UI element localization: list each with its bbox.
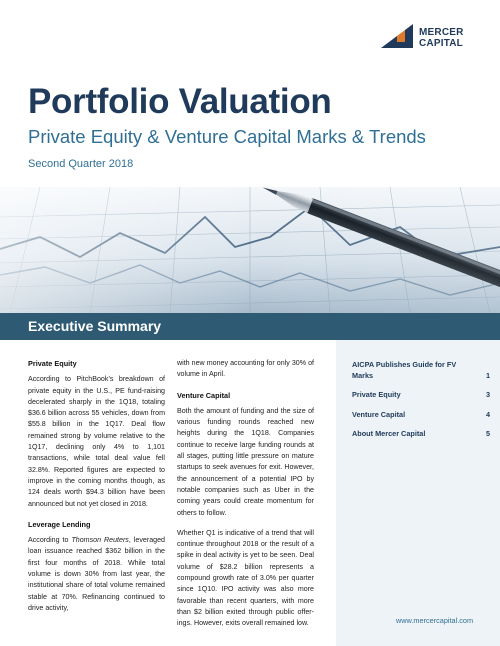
body-column-1: Private Equity According to PitchBook’s … [28,358,165,623]
mercer-capital-logo-mark-icon [381,24,413,48]
mercer-capital-logo[interactable]: MERCER CAPITAL [381,24,491,50]
logo-line-2: CAPITAL [419,38,463,49]
leverage-lending-source: Thomson Reuters [71,536,129,545]
website-link[interactable]: www.mercercapital.com [396,616,474,625]
toc-item-label: About Mercer Capital [352,429,426,438]
venture-capital-heading: Venture Capital [177,390,231,400]
venture-capital-paragraph-2: Whether Q1 is indicative of a trend that… [177,528,314,628]
executive-summary-band: Executive Summary [0,313,500,340]
page-subtitle: Private Equity & Venture Capital Marks &… [28,126,426,147]
toc-item-private-equity[interactable]: Private Equity 3 [352,390,490,401]
toc-item-label: Venture Capital [352,409,406,419]
leverage-lending-heading: Leverage Lending [28,519,91,529]
table-of-contents: AICPA Publishes Guide for FV Marks 1 Pri… [352,360,490,449]
logo-line-1: MERCER [419,27,464,38]
leverage-lending-text-end: , leveraged loan issuance reached $362 b… [28,536,165,612]
toc-item-page: 4 [485,409,490,419]
private-equity-paragraph: According to PitchBook’s breakdown of pr… [28,375,165,508]
logo-wordmark: MERCER CAPITAL [419,27,464,49]
pen-and-chart-photo [0,187,500,313]
contents-sidebar: AICPA Publishes Guide for FV Marks 1 Pri… [336,340,500,646]
leverage-lending-text-start: According to [28,536,72,545]
toc-item-label: AICPA Publishes Guide for FV Marks [352,360,457,380]
toc-item-about-mercer[interactable]: About Mercer Capital 5 [352,429,490,440]
venture-capital-paragraph: Both the amount of funding and the size … [177,406,314,517]
page-title: Portfolio Valuation [28,82,332,121]
leverage-lending-paragraph: According to Thomson Reuters, leveraged … [28,535,165,614]
report-quarter: Second Quarter 2018 [28,158,134,170]
leverage-lending-continuation: with new money accounting for only 30% o… [177,359,314,379]
body-column-2: with new money accounting for only 30% o… [177,358,314,639]
toc-item-page: 3 [485,390,490,399]
toc-item-venture-capital[interactable]: Venture Capital 4 [352,410,490,421]
toc-item-label: Private Equity [352,390,401,399]
toc-item-aicpa[interactable]: AICPA Publishes Guide for FV Marks 1 [352,360,490,381]
section-title: Executive Summary [28,318,162,334]
toc-item-page: 1 [485,370,490,380]
toc-item-page: 5 [485,429,490,438]
private-equity-heading: Private Equity [28,359,77,368]
